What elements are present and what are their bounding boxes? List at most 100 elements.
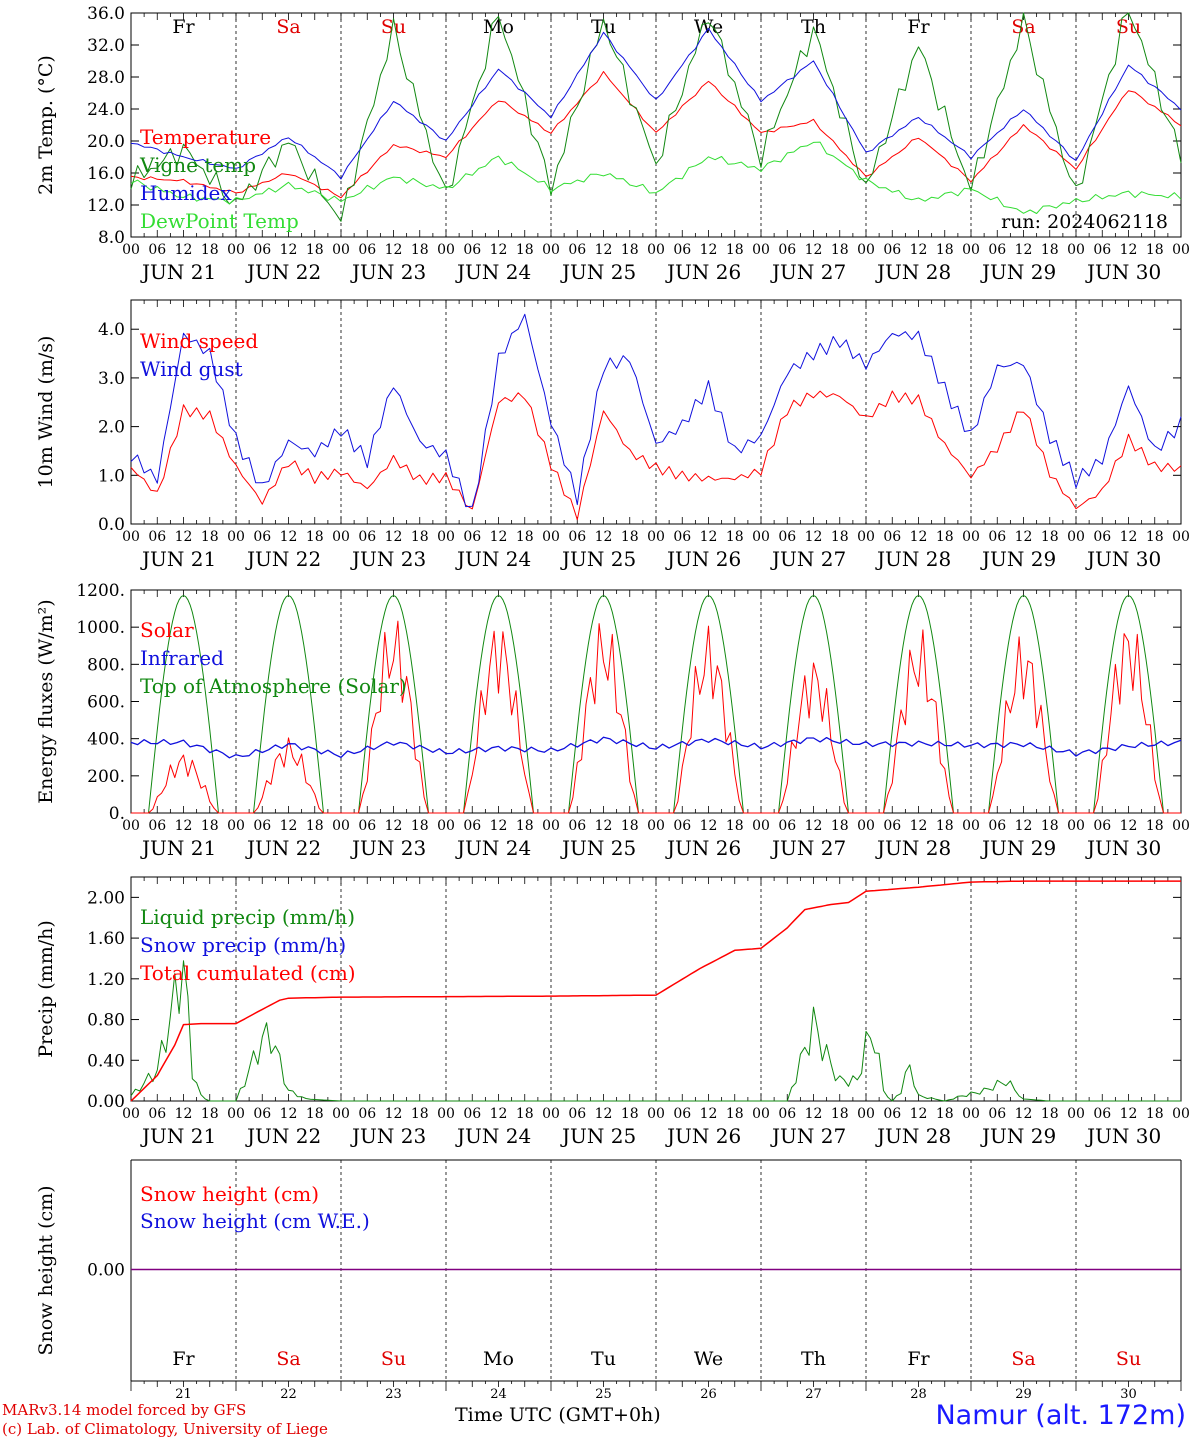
hour-tick-label: 00 xyxy=(857,529,875,545)
time-axis-label: Time UTC (GMT+0h) xyxy=(455,1404,661,1426)
hour-tick-label: 06 xyxy=(673,1106,691,1122)
hour-tick-label: 18 xyxy=(831,1106,849,1122)
y-tick-label: 28.0 xyxy=(87,68,125,88)
hour-tick-label: 00 xyxy=(962,1106,980,1122)
y-axis-label: Energy fluxes (W/m²) xyxy=(35,599,57,803)
hour-tick-label: 06 xyxy=(148,242,166,258)
legend-entry: Snow precip (mm/h) xyxy=(140,933,346,957)
hour-tick-label: 00 xyxy=(122,242,140,258)
day-name: Tu xyxy=(591,1348,616,1370)
legend-entry: Top of Atmosphere (Solar) xyxy=(140,674,407,698)
day-number: 21 xyxy=(175,1387,192,1402)
hour-tick-label: 18 xyxy=(411,242,429,258)
hour-tick-label: 00 xyxy=(437,242,455,258)
y-tick-label: 20.0 xyxy=(87,132,125,152)
hour-tick-label: 06 xyxy=(988,529,1006,545)
hour-tick-label: 06 xyxy=(883,242,901,258)
date-label: JUN 29 xyxy=(980,260,1056,284)
hour-tick-label: 00 xyxy=(122,818,140,834)
day-name: Sa xyxy=(1011,16,1035,38)
date-label: JUN 22 xyxy=(245,1124,321,1148)
hour-tick-label: 12 xyxy=(910,1106,928,1122)
date-label: JUN 22 xyxy=(245,260,321,284)
hour-tick-label: 06 xyxy=(148,1106,166,1122)
date-label: JUN 23 xyxy=(350,547,426,571)
lab-credit: (c) Lab. of Climatology, University of L… xyxy=(2,1420,328,1438)
legend-entry: Total cumulated (cm) xyxy=(140,961,356,985)
day-number: 27 xyxy=(805,1387,822,1402)
hour-tick-label: 06 xyxy=(568,529,586,545)
hour-tick-label: 06 xyxy=(253,818,271,834)
hour-tick-label: 00 xyxy=(542,1106,560,1122)
hour-tick-label: 18 xyxy=(1146,242,1164,258)
hour-tick-label: 12 xyxy=(280,242,298,258)
hour-tick-label: 18 xyxy=(936,1106,954,1122)
hour-tick-label: 18 xyxy=(621,529,639,545)
panel-4: 0.00 0.40 0.80 1.20 1.60 2.00 Precip (mm/h) 00 0… xyxy=(35,876,1190,1148)
y-tick-label: 1.20 xyxy=(87,970,125,990)
date-label: JUN 30 xyxy=(1085,1124,1161,1148)
hour-tick-label: 12 xyxy=(175,529,193,545)
y-tick-label: 3.0 xyxy=(98,369,125,389)
hour-tick-label: 00 xyxy=(1067,818,1085,834)
date-label: JUN 21 xyxy=(140,836,216,860)
hour-tick-label: 12 xyxy=(175,818,193,834)
hour-tick-label: 00 xyxy=(227,242,245,258)
hour-tick-label: 00 xyxy=(1172,529,1190,545)
hour-tick-label: 00 xyxy=(752,1106,770,1122)
hour-tick-label: 00 xyxy=(647,529,665,545)
date-label: JUN 30 xyxy=(1085,836,1161,860)
hour-tick-label: 00 xyxy=(752,818,770,834)
y-tick-label: 600. xyxy=(87,693,125,713)
day-name: Fr xyxy=(907,1348,930,1370)
hour-tick-label: 06 xyxy=(253,529,271,545)
hour-tick-label: 18 xyxy=(621,1106,639,1122)
date-label: JUN 29 xyxy=(980,1124,1056,1148)
hour-tick-label: 06 xyxy=(463,818,481,834)
hour-tick-label: 06 xyxy=(778,818,796,834)
hour-tick-label: 12 xyxy=(805,1106,823,1122)
legend-entry: Wind speed xyxy=(140,329,258,353)
hour-tick-label: 18 xyxy=(411,818,429,834)
liquid-precip-line xyxy=(130,960,1181,1102)
wind-series-line xyxy=(130,390,1182,521)
legend-entry: Wind gust xyxy=(140,357,243,381)
y-tick-label: 36.0 xyxy=(87,4,125,24)
y-tick-label: 1.60 xyxy=(87,929,125,949)
date-label: JUN 25 xyxy=(560,260,636,284)
hour-tick-label: 12 xyxy=(1120,818,1138,834)
hour-tick-label: 12 xyxy=(175,242,193,258)
legend-entry: Snow height (cm) xyxy=(140,1182,319,1206)
run-label: run: 2024062118 xyxy=(1001,211,1168,233)
day-name: Sa xyxy=(276,16,300,38)
hour-tick-label: 00 xyxy=(332,818,350,834)
hour-tick-label: 18 xyxy=(1041,529,1059,545)
hour-tick-label: 06 xyxy=(463,242,481,258)
hour-tick-label: 06 xyxy=(568,818,586,834)
date-label: JUN 30 xyxy=(1085,547,1161,571)
hour-tick-label: 12 xyxy=(280,818,298,834)
y-tick-label: 800. xyxy=(87,655,125,675)
date-label: JUN 26 xyxy=(665,1124,741,1148)
hour-tick-label: 12 xyxy=(700,529,718,545)
hour-tick-label: 12 xyxy=(700,242,718,258)
legend-entry: Humidex xyxy=(140,181,232,205)
date-label: JUN 29 xyxy=(980,836,1056,860)
hour-tick-label: 12 xyxy=(910,529,928,545)
day-name: Su xyxy=(1116,16,1141,38)
date-label: JUN 27 xyxy=(770,836,846,860)
day-number: 26 xyxy=(700,1387,717,1402)
hour-tick-label: 00 xyxy=(647,1106,665,1122)
hour-tick-label: 00 xyxy=(542,818,560,834)
hour-tick-label: 00 xyxy=(332,242,350,258)
hour-tick-label: 06 xyxy=(673,242,691,258)
hour-tick-label: 18 xyxy=(621,818,639,834)
legend-entry: Snow height (cm W.E.) xyxy=(140,1209,370,1233)
date-label: JUN 28 xyxy=(875,836,951,860)
hour-tick-label: 00 xyxy=(1172,818,1190,834)
hour-tick-label: 18 xyxy=(936,529,954,545)
legend-entry: Vigne temp xyxy=(139,153,256,177)
hour-tick-label: 00 xyxy=(857,1106,875,1122)
hour-tick-label: 12 xyxy=(1015,1106,1033,1122)
